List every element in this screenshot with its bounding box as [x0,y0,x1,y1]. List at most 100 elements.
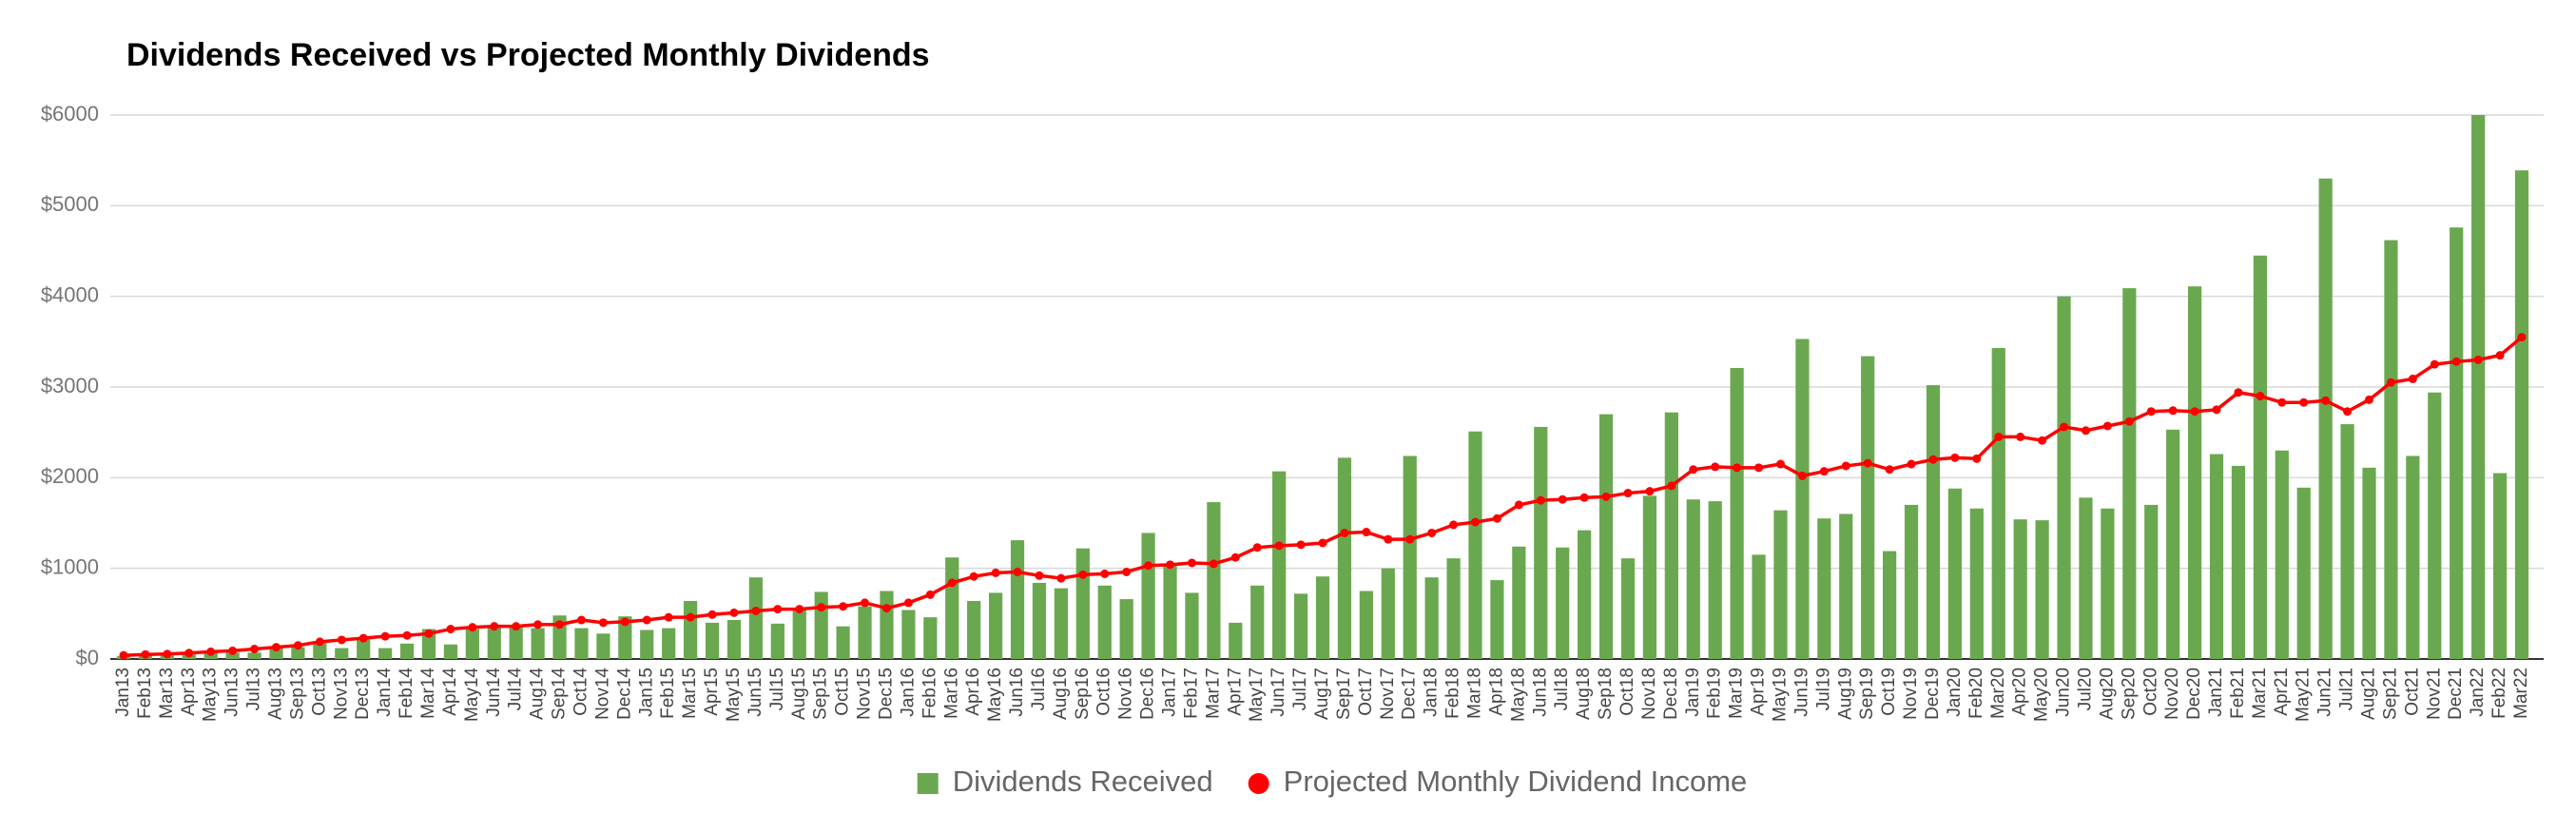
bar [1512,546,1526,659]
y-tick-label: $5000 [41,192,99,216]
bar [2057,296,2071,659]
line-point [1579,493,1589,502]
x-tick-label: Aug16 [1051,668,1071,720]
x-tick-label: Jun19 [1792,668,1811,717]
line-point [1667,481,1676,491]
bar [291,647,305,659]
line-point [1274,541,1284,551]
x-tick-label: Jan22 [2468,668,2488,717]
line-point [2299,397,2309,407]
line-point [1230,552,1240,562]
x-tick-label: May17 [1247,668,1267,722]
x-tick-label: Apr18 [1486,668,1506,716]
bar [1969,508,1984,659]
line-point [729,608,739,617]
x-tick-label: Nov17 [1378,668,1398,720]
line-point [1623,489,1633,498]
line-point [315,637,324,647]
line-point [991,568,1000,577]
x-tick-label: Mar17 [1203,668,1223,719]
x-tick-label: Oct17 [1356,668,1376,716]
legend: Dividends Received Projected Monthly Divi… [917,765,1747,798]
line-point [1863,458,1872,468]
bar [1883,551,1897,659]
x-tick-label: Sep21 [2380,668,2400,720]
bar [1904,504,1919,659]
bar [1207,502,1221,659]
bar [1054,588,1068,659]
x-tick-label: Jul17 [1290,668,1310,710]
bar [1708,501,1722,659]
x-tick-label: Jul15 [767,668,787,710]
bar-series [116,115,2529,660]
x-tick-label: May15 [724,668,744,722]
x-tick-label: Nov19 [1901,668,1921,720]
bar [1229,622,1243,659]
x-tick-label: May14 [462,668,482,722]
line-point [1209,559,1218,569]
line-point [358,633,368,643]
x-tick-label: Mar19 [1727,668,1747,719]
x-tick-label: Sep16 [1073,668,1093,720]
line-point [119,650,128,660]
x-tick-label: Jun17 [1269,668,1288,717]
line-point [1514,500,1523,510]
x-tick-label: May13 [201,668,221,722]
line-point [1056,573,1066,583]
line-point [1100,569,1110,578]
line-point [795,605,804,614]
bar [2209,454,2224,659]
x-tick-label: Aug13 [266,668,286,720]
grid [110,114,2544,660]
x-tick-label: Jun18 [1530,668,1550,717]
line-point [1013,567,1022,576]
line-point [1362,528,1371,537]
line-point [2517,333,2527,342]
bar [901,610,916,659]
line-point [2430,359,2439,369]
line-point [1340,528,1349,537]
x-tick-label: Apr21 [2272,668,2292,716]
x-tick-label: Aug14 [528,668,548,720]
bar [1468,431,1482,659]
bar [1097,585,1112,659]
x-tick-label: Sep20 [2119,668,2139,720]
line-point [1733,463,1742,473]
bar [662,628,676,659]
bar [836,626,850,659]
bar [2362,467,2376,659]
x-tick-label: Jul14 [506,668,526,711]
x-tick-label: May19 [1770,668,1790,722]
x-tick-label: Nov16 [1116,668,1136,720]
legend-item: Projected Monthly Dividend Income [1248,765,1747,798]
x-tick-label: Jun15 [746,668,765,717]
x-tick-label: Dec18 [1661,668,1681,720]
y-tick-label: $2000 [41,464,99,488]
bar [2187,286,2202,659]
line-point [1252,543,1262,552]
bar [1598,414,1614,659]
x-tick-label: Oct14 [571,668,591,716]
line-point [490,622,499,631]
line-point [969,571,978,581]
x-tick-label: Nov13 [331,668,351,720]
bar [945,557,959,659]
line-point [555,620,565,630]
line-point [2038,436,2047,445]
x-tick-label: Nov18 [1639,668,1659,720]
y-tick-label: $6000 [41,102,99,126]
bar [2253,255,2267,659]
bar [1446,558,1461,659]
bar [1773,510,1788,659]
x-tick-label: Oct19 [1879,668,1899,716]
x-tick-label: Jan17 [1160,668,1180,717]
bar [247,652,261,659]
line-point [2321,396,2331,405]
legend-item: Dividends Received [917,765,1213,798]
x-tick-label: Jun21 [2315,668,2335,717]
x-tick-label: Feb13 [135,668,155,719]
line-point [1122,567,1132,576]
bar [1556,547,1570,659]
bar [2035,520,2049,659]
bar [1947,488,1962,659]
